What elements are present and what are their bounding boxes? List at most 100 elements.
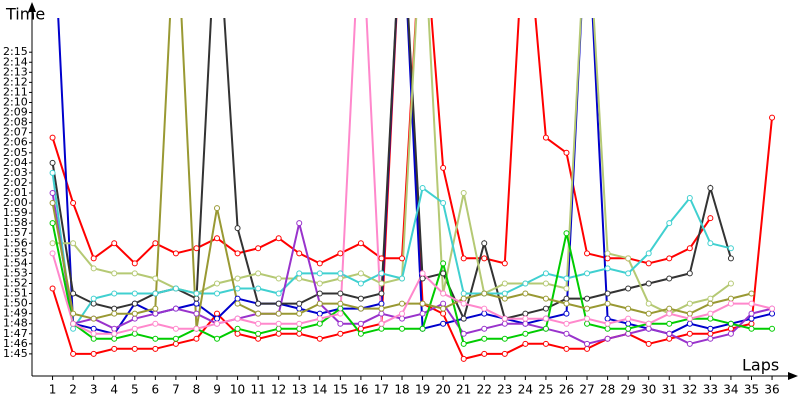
y-tick-label: 1:52 [3, 276, 28, 289]
lap-point [90, 295, 97, 302]
lap-point [419, 310, 426, 317]
lap-point [748, 315, 755, 322]
lap-point [769, 114, 776, 121]
lap-point [234, 275, 241, 282]
lap-point [460, 255, 467, 262]
y-axis-title: Time [5, 5, 45, 24]
lap-point [440, 270, 447, 277]
lap-point [625, 270, 632, 277]
x-tick-label: 25 [538, 383, 553, 397]
lap-point [481, 240, 488, 247]
lap-point [255, 300, 262, 307]
lap-point [399, 325, 406, 332]
lap-point [357, 240, 364, 247]
lap-point [440, 290, 447, 297]
lap-point [399, 310, 406, 317]
lap-point [769, 325, 776, 332]
y-tick-label: 2:11 [3, 85, 28, 98]
lap-point [337, 250, 344, 257]
lap-point [70, 310, 77, 317]
x-tick-label: 14 [312, 383, 327, 397]
lap-point [152, 320, 159, 327]
lap-point [399, 315, 406, 322]
lap-point [604, 290, 611, 297]
lap-point [49, 134, 56, 141]
y-tick-label: 2:07 [3, 126, 28, 139]
y-tick-label: 1:49 [3, 307, 28, 320]
lap-line [57, 18, 773, 335]
y-tick-label: 2:05 [3, 146, 28, 159]
lap-point [131, 300, 138, 307]
lap-point [748, 290, 755, 297]
x-tick-label: 3 [90, 383, 98, 397]
lap-point [131, 290, 138, 297]
lap-point [645, 320, 652, 327]
lap-point [337, 290, 344, 297]
lap-point [440, 320, 447, 327]
lap-point [234, 300, 241, 307]
lap-point [460, 295, 467, 302]
lap-point [645, 260, 652, 267]
lap-point [440, 300, 447, 307]
x-tick-label: 30 [641, 383, 656, 397]
lap-point [131, 315, 138, 322]
y-tick-label: 2:08 [3, 116, 28, 129]
x-tick-label: 29 [621, 383, 636, 397]
lap-point [460, 189, 467, 196]
y-tick-label: 2:13 [3, 65, 28, 78]
lap-line [51, 172, 732, 332]
lap-line [51, 223, 772, 346]
lap-point [111, 290, 118, 297]
x-tick-label: 34 [723, 383, 738, 397]
lap-point [666, 335, 673, 342]
lap-point [625, 320, 632, 327]
lap-point [440, 260, 447, 267]
x-tick-label: 5 [131, 383, 139, 397]
lap-point [522, 330, 529, 337]
lap-point [172, 285, 179, 292]
lap-point [49, 189, 56, 196]
lap-point [666, 330, 673, 337]
lap-point [542, 280, 549, 287]
lap-point [481, 335, 488, 342]
y-tick-label: 1:58 [3, 216, 28, 229]
lap-point [378, 280, 385, 287]
y-tick-label: 1:48 [3, 317, 28, 330]
lap-point [316, 290, 323, 297]
lap-point [378, 310, 385, 317]
lap-point [111, 270, 118, 277]
y-arrow [28, 2, 36, 12]
lap-point [214, 205, 221, 212]
lap-point [49, 220, 56, 227]
lap-point [275, 310, 282, 317]
lap-point [481, 325, 488, 332]
lap-point [707, 240, 714, 247]
lap-point [563, 275, 570, 282]
lap-point [111, 325, 118, 332]
lap-point [70, 290, 77, 297]
lap-point [686, 195, 693, 202]
lap-point [337, 330, 344, 337]
lap-point [296, 330, 303, 337]
lap-point [542, 340, 549, 347]
lap-point [337, 270, 344, 277]
x-tick-label: 13 [292, 383, 307, 397]
lap-point [727, 300, 734, 307]
lap-point [563, 330, 570, 337]
lap-point [542, 325, 549, 332]
lap-point [193, 335, 200, 342]
y-tick-label: 1:56 [3, 236, 28, 249]
lap-point [707, 325, 714, 332]
lap-point [90, 335, 97, 342]
lap-point [542, 315, 549, 322]
lap-point [542, 295, 549, 302]
lap-line [52, 18, 732, 315]
lap-point [542, 270, 549, 277]
lap-point [707, 335, 714, 342]
x-tick-label: 17 [374, 383, 389, 397]
y-tick-label: 2:10 [3, 95, 28, 108]
y-tick-label: 1:59 [3, 206, 28, 219]
x-tick-label: 31 [662, 383, 677, 397]
lap-point [542, 134, 549, 141]
lap-point [686, 315, 693, 322]
